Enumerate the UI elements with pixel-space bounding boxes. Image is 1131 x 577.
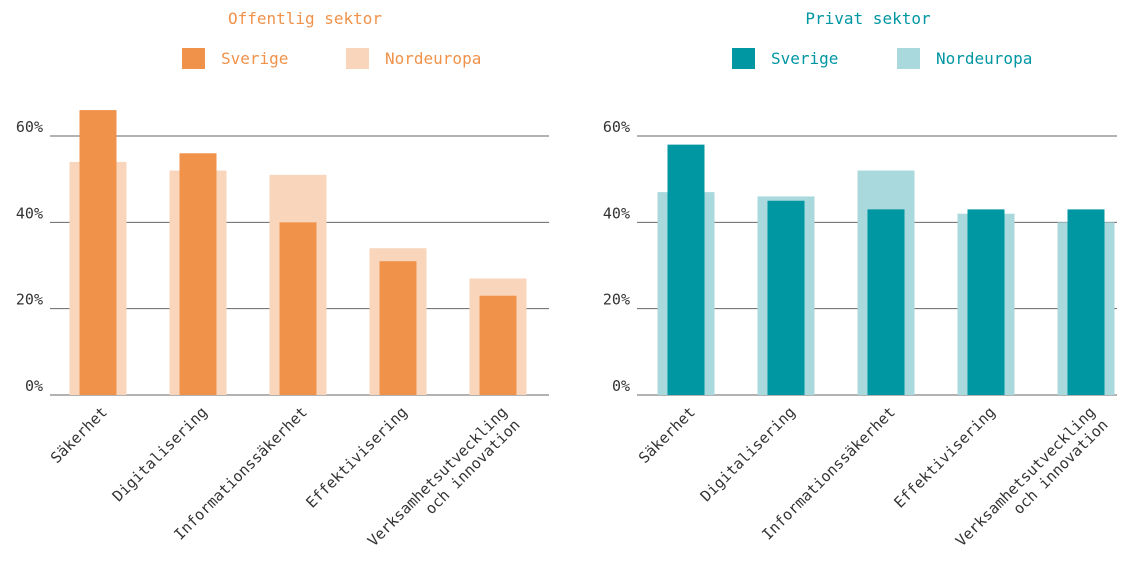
bar-sverige — [479, 295, 517, 395]
chart-title: Offentlig sektor — [228, 9, 382, 28]
y-tick-label: 0% — [25, 377, 43, 395]
x-tick-label: Effektivisering — [302, 403, 411, 512]
y-tick-label: 0% — [612, 377, 630, 395]
legend-label-nordeuropa: Nordeuropa — [936, 49, 1032, 68]
bar-sverige — [179, 153, 217, 395]
x-tick-label-line: Säkerhet — [635, 403, 699, 467]
bar-sverige — [1067, 209, 1105, 395]
y-tick-label: 40% — [603, 204, 630, 222]
y-tick-label: 60% — [603, 118, 630, 136]
chart-title: Privat sektor — [805, 9, 931, 28]
bar-sverige — [967, 209, 1005, 395]
chart-panel-offentlig: Offentlig sektor Sverige Nordeuropa 0% 20% 40… — [16, 9, 549, 550]
x-tick-label-line: Digitalisering — [697, 403, 799, 505]
y-tick-label: 20% — [603, 291, 630, 309]
x-tick-label: Effektivisering — [890, 403, 999, 512]
x-tick-label-line: Säkerhet — [47, 403, 111, 467]
y-tick-label: 20% — [16, 291, 43, 309]
legend-label-nordeuropa: Nordeuropa — [385, 49, 481, 68]
x-tick-label: Säkerhet — [635, 403, 699, 467]
x-tick-label-line: Effektivisering — [890, 403, 999, 512]
chart-panel-privat: Privat sektor Sverige Nordeuropa 0% 20% 40% 60… — [603, 9, 1117, 550]
legend-swatch-nordeuropa — [346, 48, 369, 69]
legend-swatch-sverige — [182, 48, 205, 69]
bar-sverige — [767, 200, 805, 395]
x-tick-label: Säkerhet — [47, 403, 111, 467]
legend-swatch-sverige — [732, 48, 755, 69]
bar-sverige — [667, 144, 705, 395]
x-tick-label: Digitalisering — [697, 403, 799, 505]
bar-sverige — [279, 222, 317, 395]
legend-label-sverige: Sverige — [771, 49, 838, 68]
x-tick-label: Digitalisering — [109, 403, 211, 505]
y-tick-label: 40% — [16, 204, 43, 222]
bar-sverige — [867, 209, 905, 395]
bar-sverige — [79, 110, 117, 395]
legend-swatch-nordeuropa — [897, 48, 920, 69]
x-tick-label-line: Digitalisering — [109, 403, 211, 505]
y-tick-label: 60% — [16, 118, 43, 136]
legend-label-sverige: Sverige — [221, 49, 288, 68]
x-tick-label-line: Effektivisering — [302, 403, 411, 512]
bar-sverige — [379, 261, 417, 395]
